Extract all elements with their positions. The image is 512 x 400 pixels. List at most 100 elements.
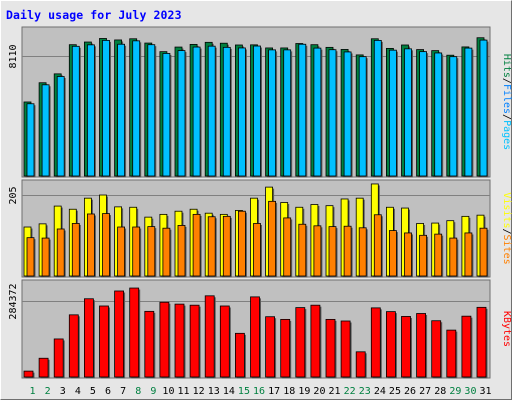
bar-sites-day-11: [177, 225, 186, 277]
x-tick-label-day-1: 1: [30, 386, 36, 397]
bar-sites-day-7: [117, 226, 125, 277]
x-tick-label-day-7: 7: [120, 386, 126, 397]
x-tick-label-day-27: 27: [419, 386, 431, 397]
bar-sites-day-20: [313, 225, 322, 277]
bar-sites-day-22: [343, 225, 352, 277]
x-tick-label-day-24: 24: [374, 386, 386, 397]
bar-sites-day-17: [268, 200, 277, 277]
bar-pages-day-22: [343, 51, 352, 177]
bar-sites-day-29: [449, 237, 458, 277]
bar-sites-day-5: [87, 213, 95, 277]
bar-pages-day-24: [373, 39, 382, 177]
bar-kbytes-day-26: [401, 316, 411, 378]
x-tick-label-day-21: 21: [329, 386, 341, 397]
bar-pages-day-7: [117, 43, 125, 177]
bar-pages-day-11: [177, 50, 186, 177]
bar-kbytes-day-14: [219, 305, 230, 378]
x-tick-label-day-3: 3: [60, 386, 66, 397]
bar-kbytes-day-24: [370, 307, 381, 378]
x-tick-label-day-8: 8: [135, 386, 141, 397]
bar-kbytes-day-10: [159, 301, 170, 378]
x-tick-label-day-17: 17: [268, 386, 280, 397]
legend-item-kbytes: KBytes: [501, 311, 512, 347]
x-tick-label-day-14: 14: [223, 386, 235, 397]
bar-kbytes-day-28: [431, 320, 442, 378]
x-tick-label-day-30: 30: [464, 386, 476, 397]
bar-sites-day-31: [479, 227, 488, 277]
legend-item-hits: Hits: [501, 54, 512, 78]
bar-pages-day-29: [449, 56, 458, 177]
bar-kbytes-day-3: [53, 338, 64, 378]
y-tick-label-hits-files-pages: 8110: [8, 44, 19, 68]
bar-kbytes-day-31: [476, 306, 487, 378]
legend-item-sites: Sites: [501, 235, 512, 265]
bar-pages-day-6: [102, 39, 110, 177]
x-tick-label-day-31: 31: [480, 386, 492, 397]
bar-kbytes-day-17: [265, 316, 276, 378]
bar-sites-day-21: [328, 226, 337, 277]
bar-sites-day-15: [237, 210, 246, 277]
bar-kbytes-day-22: [340, 320, 351, 378]
bar-kbytes-day-18: [280, 318, 291, 378]
bar-pages-day-17: [268, 49, 277, 177]
x-tick-label-day-13: 13: [208, 386, 220, 397]
x-tick-label-day-9: 9: [150, 386, 156, 397]
bar-kbytes-day-13: [204, 295, 215, 378]
bar-sites-day-14: [222, 215, 231, 277]
bar-pages-day-31: [479, 39, 488, 177]
bar-kbytes-day-2: [38, 357, 49, 378]
bar-pages-day-13: [207, 45, 216, 177]
bar-kbytes-day-4: [68, 314, 79, 378]
bar-pages-day-18: [283, 49, 292, 177]
x-tick-label-day-2: 2: [45, 386, 51, 397]
x-tick-label-day-29: 29: [449, 386, 461, 397]
bar-kbytes-day-5: [84, 298, 94, 378]
bar-sites-day-12: [192, 213, 201, 277]
legend-item-pages: Pages: [501, 120, 512, 150]
bar-sites-day-24: [373, 214, 382, 277]
bar-pages-day-10: [162, 53, 171, 177]
bar-pages-day-2: [41, 84, 50, 177]
bar-pages-day-12: [192, 46, 201, 177]
bar-kbytes-day-12: [189, 304, 200, 378]
bar-kbytes-day-29: [446, 329, 457, 378]
y-tick-label-visits-sites: 205: [8, 186, 19, 204]
bar-kbytes-day-30: [461, 315, 472, 378]
x-tick-label-day-5: 5: [90, 386, 96, 397]
bar-sites-day-27: [419, 234, 428, 277]
bar-pages-day-28: [434, 52, 443, 177]
x-tick-label-day-10: 10: [162, 386, 174, 397]
bar-sites-day-16: [253, 223, 261, 277]
x-tick-label-day-16: 16: [253, 386, 265, 397]
bar-pages-day-21: [328, 49, 337, 177]
bar-kbytes-day-1: [23, 370, 34, 378]
bar-sites-day-26: [404, 232, 412, 277]
x-tick-label-day-22: 22: [344, 386, 356, 397]
x-tick-label-day-6: 6: [105, 386, 111, 397]
bar-kbytes-day-20: [310, 304, 321, 378]
bar-sites-day-18: [283, 217, 292, 277]
bar-sites-day-13: [207, 216, 216, 277]
bar-pages-day-19: [298, 43, 307, 177]
bar-kbytes-day-25: [385, 311, 396, 378]
bar-sites-day-4: [71, 223, 80, 277]
bar-sites-day-25: [388, 230, 397, 277]
bar-pages-day-16: [253, 45, 261, 177]
bar-kbytes-day-6: [99, 305, 109, 378]
x-tick-label-day-12: 12: [193, 386, 205, 397]
bar-pages-day-4: [71, 45, 80, 177]
bar-kbytes-day-8: [129, 287, 140, 378]
legend-item-files: Files: [501, 84, 512, 114]
bar-kbytes-day-7: [114, 290, 124, 378]
bar-sites-day-8: [132, 226, 141, 277]
bar-pages-day-8: [132, 40, 141, 177]
legend-separator: /: [501, 114, 512, 120]
x-tick-label-day-28: 28: [434, 386, 446, 397]
bar-pages-day-27: [419, 51, 428, 177]
bar-kbytes-day-15: [234, 332, 245, 378]
bar-sites-day-28: [434, 233, 443, 277]
bar-pages-day-1: [26, 103, 35, 177]
bar-sites-day-3: [56, 228, 65, 277]
legend-item-visits: Visits: [501, 192, 512, 228]
